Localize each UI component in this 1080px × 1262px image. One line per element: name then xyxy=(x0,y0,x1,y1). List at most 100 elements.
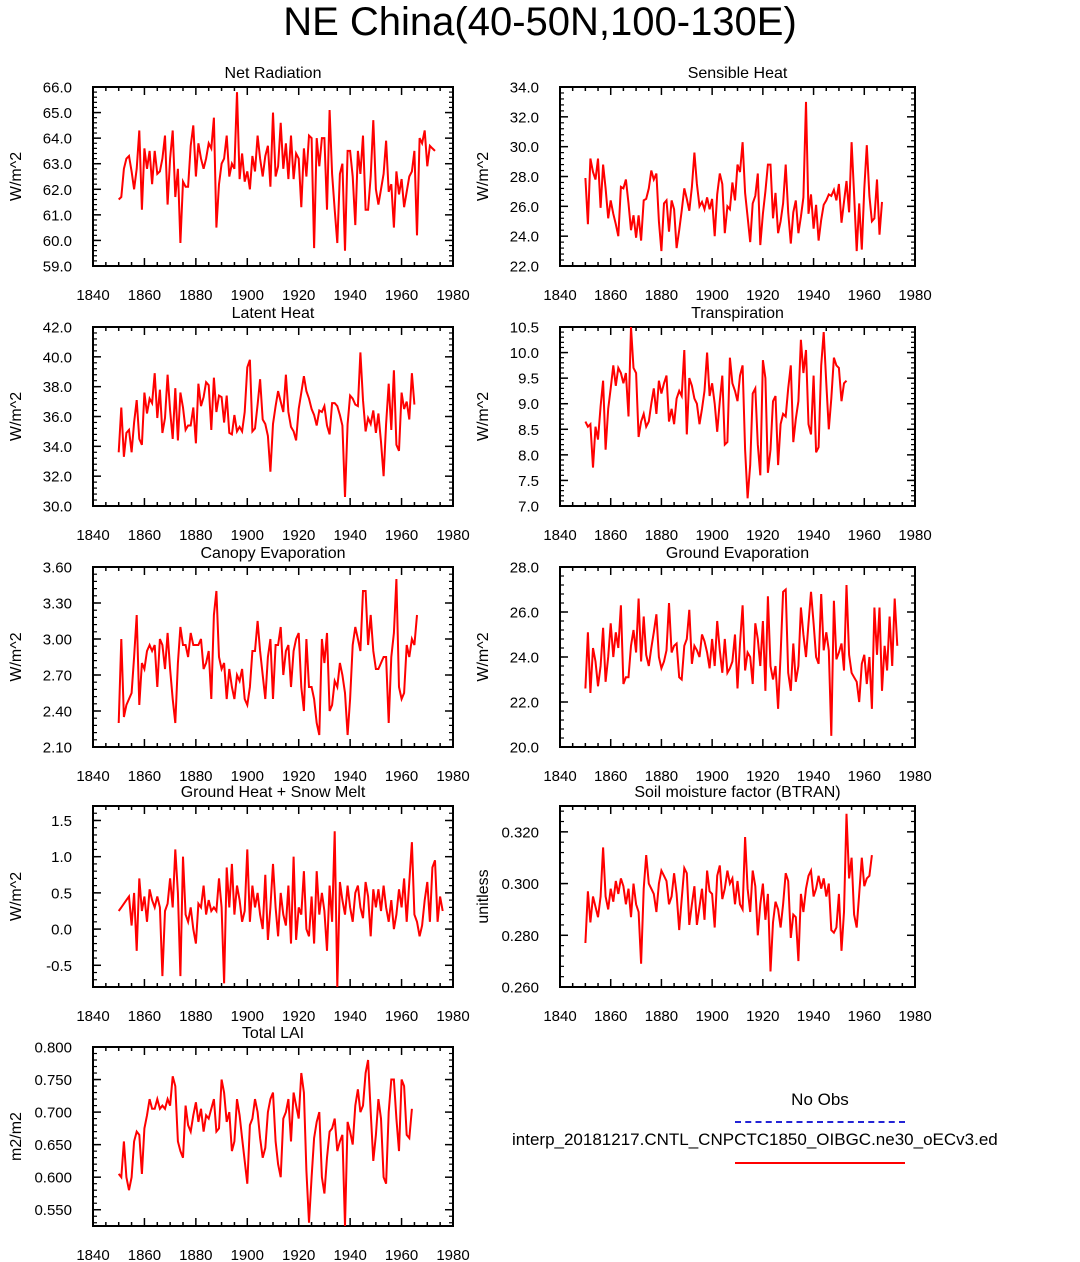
y-axis-label: W/m^2 xyxy=(475,152,492,201)
x-tick-label: 1980 xyxy=(436,1247,469,1262)
y-tick-label: 22.0 xyxy=(510,259,539,276)
x-tick-label: 1980 xyxy=(436,287,469,304)
x-tick-label: 1900 xyxy=(231,287,264,304)
y-tick-label: 28.0 xyxy=(510,169,539,186)
y-tick-label: 42.0 xyxy=(43,320,72,337)
series-line xyxy=(584,326,848,499)
x-tick-label: 1840 xyxy=(76,287,109,304)
y-tick-label: 0.260 xyxy=(501,980,539,997)
y-tick-label: 0.300 xyxy=(501,876,539,893)
y-tick-label: 10.0 xyxy=(510,345,539,362)
y-tick-label: 2.10 xyxy=(43,740,72,757)
x-tick-label: 1940 xyxy=(333,1008,366,1025)
x-tick-label: 1900 xyxy=(695,287,728,304)
y-tick-label: 0.800 xyxy=(34,1040,72,1057)
x-tick-label: 1920 xyxy=(282,768,315,785)
y-axis-label: W/m^2 xyxy=(475,632,492,681)
x-tick-label: 1840 xyxy=(76,1008,109,1025)
series-line xyxy=(584,101,883,252)
x-tick-label: 1940 xyxy=(797,527,830,544)
y-tick-label: 63.0 xyxy=(43,156,72,173)
x-tick-label: 1840 xyxy=(76,527,109,544)
series-line xyxy=(117,352,416,498)
x-tick-label: 1860 xyxy=(594,1008,627,1025)
y-tick-label: 3.30 xyxy=(43,596,72,613)
y-tick-label: 59.0 xyxy=(43,259,72,276)
panel-9: Total LAI m2/m2 1840 1860 1880 1900 1920 1940 19… xyxy=(8,1025,470,1262)
y-tick-label: 22.0 xyxy=(510,695,539,712)
x-tick-label: 1880 xyxy=(179,527,212,544)
y-tick-label: 24.0 xyxy=(510,650,539,667)
x-tick-label: 1960 xyxy=(385,287,418,304)
x-tick-label: 1900 xyxy=(695,768,728,785)
y-tick-label: 0.750 xyxy=(34,1072,72,1089)
x-tick-label: 1960 xyxy=(848,287,881,304)
panel-1: Net Radiation W/m^2 1840 1860 1880 1900 1920 19… xyxy=(8,65,470,304)
x-tick-label: 1880 xyxy=(645,768,678,785)
panel-6: Ground Evaporation W/m^2 1840 1860 1880 1900 1… xyxy=(475,545,932,785)
x-tick-label: 1840 xyxy=(543,527,576,544)
x-tick-label: 1920 xyxy=(282,1247,315,1262)
y-tick-label: 7.5 xyxy=(518,473,539,490)
x-tick-label: 1920 xyxy=(282,527,315,544)
x-tick-label: 1840 xyxy=(543,287,576,304)
x-tick-label: 1940 xyxy=(333,768,366,785)
x-tick-label: 1940 xyxy=(797,1008,830,1025)
x-tick-label: 1860 xyxy=(594,527,627,544)
y-tick-label: 0.280 xyxy=(501,928,539,945)
series-line xyxy=(584,813,873,972)
x-tick-label: 1960 xyxy=(848,768,881,785)
x-tick-label: 1960 xyxy=(385,1008,418,1025)
y-tick-label: 36.0 xyxy=(43,409,72,426)
x-tick-label: 1840 xyxy=(543,768,576,785)
x-tick-label: 1920 xyxy=(746,1008,779,1025)
x-tick-label: 1940 xyxy=(333,287,366,304)
x-tick-label: 1940 xyxy=(333,1247,366,1262)
y-tick-label: 0.550 xyxy=(34,1202,72,1219)
y-tick-label: 20.0 xyxy=(510,740,539,757)
y-tick-label: 0.0 xyxy=(51,922,72,939)
panel-4: Transpiration W/m^2 1840 1860 1880 1900 1920 19… xyxy=(475,305,932,544)
y-tick-label: 30.0 xyxy=(510,139,539,156)
y-tick-label: 0.700 xyxy=(34,1105,72,1122)
x-tick-label: 1860 xyxy=(128,287,161,304)
x-tick-label: 1980 xyxy=(436,1008,469,1025)
y-tick-label: 28.0 xyxy=(510,560,539,577)
x-tick-label: 1900 xyxy=(231,768,264,785)
y-tick-label: 8.0 xyxy=(518,447,539,464)
y-axis-label: unitless xyxy=(475,869,492,923)
y-tick-label: 2.40 xyxy=(43,704,72,721)
x-tick-label: 1960 xyxy=(385,1247,418,1262)
x-tick-label: 1880 xyxy=(179,287,212,304)
y-tick-label: -0.5 xyxy=(46,958,72,975)
x-tick-label: 1840 xyxy=(76,768,109,785)
y-tick-label: 3.00 xyxy=(43,632,72,649)
x-tick-label: 1880 xyxy=(645,1008,678,1025)
y-tick-label: 8.5 xyxy=(518,422,539,439)
x-tick-label: 1980 xyxy=(898,287,931,304)
series-line xyxy=(117,831,444,988)
x-tick-label: 1940 xyxy=(333,527,366,544)
y-tick-label: 40.0 xyxy=(43,349,72,366)
legend-run-line xyxy=(735,1162,905,1164)
series-line xyxy=(118,92,436,251)
series-line xyxy=(584,584,899,736)
y-axis-label: m2/m2 xyxy=(8,1112,25,1161)
x-tick-label: 1940 xyxy=(797,287,830,304)
y-tick-label: 10.5 xyxy=(510,320,539,337)
x-tick-label: 1860 xyxy=(128,527,161,544)
y-axis-label: W/m^2 xyxy=(8,392,25,441)
panel-title: Latent Heat xyxy=(232,305,315,322)
y-tick-label: 32.0 xyxy=(43,469,72,486)
panel-title: Ground Heat + Snow Melt xyxy=(181,784,366,801)
x-tick-label: 1980 xyxy=(898,768,931,785)
legend-title: No Obs xyxy=(791,1090,849,1109)
y-tick-label: 34.0 xyxy=(510,80,539,97)
panel-title: Transpiration xyxy=(691,305,784,322)
series-line xyxy=(117,1059,413,1227)
series-line xyxy=(117,578,418,736)
x-tick-label: 1860 xyxy=(128,1247,161,1262)
x-tick-label: 1940 xyxy=(797,768,830,785)
panel-2: Sensible Heat W/m^2 1840 1860 1880 1900 1920 19… xyxy=(475,65,932,304)
y-tick-label: 7.0 xyxy=(518,499,539,516)
